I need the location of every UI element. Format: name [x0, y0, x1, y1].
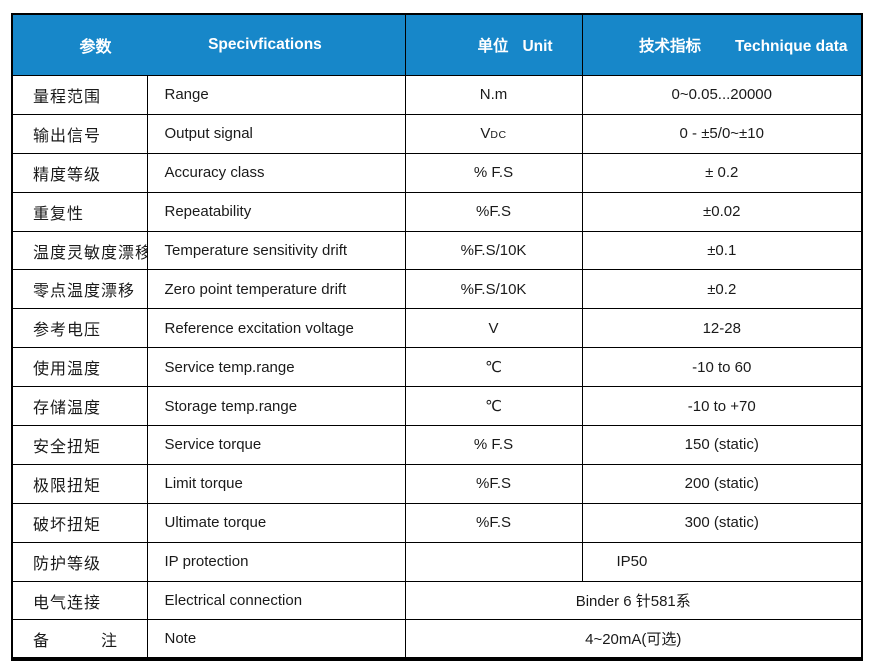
unit-cell: %F.S	[404, 502, 583, 543]
spec-cell: Reference excitation voltage	[146, 308, 406, 349]
unit-cell: %F.S/10K	[404, 269, 583, 310]
table-row: 精度等级 Accuracy class% F.S ± 0.2	[11, 152, 863, 193]
unit-cell	[404, 541, 583, 582]
param-cell: 存储温度	[11, 386, 148, 427]
param-cell: 温度灵敏度漂移	[11, 230, 148, 271]
table-header: 参数 Specivfications 单位 Unit 技术指标 Technique …	[11, 13, 863, 76]
param-cell: 电气连接	[11, 580, 148, 621]
spec-cell: Temperature sensitivity drift	[146, 230, 406, 271]
param-cell: 防护等级	[11, 541, 148, 582]
value-cell: -10 to +70	[581, 386, 863, 427]
spec-cell: Note	[146, 619, 406, 661]
value-cell: IP50	[581, 541, 863, 582]
value-cell: 12-28	[581, 308, 863, 349]
specifications-table: 参数 Specivfications 单位 Unit 技术指标 Technique …	[11, 13, 863, 661]
unit-subscript: DC	[490, 129, 507, 142]
table-row: 电气连接 Electrical connection Binder 6 针581系	[11, 580, 863, 621]
table-row: 重复性 Repeatability %F.S ±0.02	[11, 191, 863, 232]
value-cell: ±0.2	[581, 269, 863, 310]
unit-cell: N.m	[404, 75, 583, 115]
unit-cell: ℃	[404, 386, 583, 427]
table-row: 零点温度漂移 Zero point temperature drift %F.S/1…	[11, 269, 863, 310]
unit-cell: %F.S/10K	[404, 230, 583, 271]
spec-cell: Storage temp.range	[146, 386, 406, 427]
unit-cell: % F.S	[404, 152, 583, 193]
header-row: 参数 Specivfications 单位 Unit 技术指标 Technique …	[11, 13, 863, 76]
table-row: 量程范围 Range N.m 0~0.05...20000	[11, 75, 863, 115]
header-param-label: 参数	[79, 39, 112, 56]
value-cell: 200 (static)	[581, 463, 863, 504]
unit-main: V	[480, 125, 491, 143]
value-cell: ±0.02	[581, 191, 863, 232]
unit-cell: V	[404, 308, 583, 349]
spec-cell: Electrical connection	[146, 580, 406, 621]
table-row: 存储温度 Storage temp.range ℃ -10 to +70	[11, 386, 863, 427]
param-cell: 安全扭矩	[11, 425, 148, 465]
spec-cell: Repeatability	[146, 191, 406, 232]
param-cell: 零点温度漂移	[11, 269, 148, 310]
unit-cell: %F.S	[404, 191, 583, 232]
unit-cell: % F.S	[404, 425, 583, 465]
header-tech-en: Technique data	[735, 38, 848, 55]
table-body: 量程范围 Range N.m 0~0.05...20000 输出信号 Output sig…	[11, 75, 863, 661]
spec-cell: Service temp.range	[146, 347, 406, 388]
value-cell: ±0.1	[581, 230, 863, 271]
spec-cell: Ultimate torque	[146, 502, 406, 543]
table-row: 输出信号 Output signal VDC 0 - ±5/0~±10	[11, 113, 863, 154]
header-unit-en: Unit	[522, 38, 553, 55]
header-spec-label: Specivfications	[208, 36, 322, 53]
header-unit-cn: 单位	[477, 38, 509, 55]
spec-cell: Accuracy class	[146, 152, 406, 193]
param-cell: 破坏扭矩	[11, 502, 148, 543]
unit-cell: ℃	[404, 347, 583, 388]
table-row: 备 注 Note 4~20mA(可选)	[11, 619, 863, 661]
table-row: 参考电压 Reference excitation voltage V 12-28	[11, 308, 863, 349]
param-cell: 备 注	[11, 619, 148, 661]
table-row: 破坏扭矩 Ultimate torque %F.S 300 (static)	[11, 502, 863, 543]
unit-cell: %F.S	[404, 463, 583, 504]
header-specifications: Specivfications	[147, 13, 406, 76]
header-unit: 单位 Unit	[404, 13, 583, 76]
unit-cell: VDC	[404, 113, 583, 154]
value-cell: 300 (static)	[581, 502, 863, 543]
param-cell: 输出信号	[11, 113, 148, 154]
value-cell: -10 to 60	[581, 347, 863, 388]
spec-cell: Output signal	[146, 113, 406, 154]
param-cell: 参考电压	[11, 308, 148, 349]
spec-cell: Zero point temperature drift	[146, 269, 406, 310]
param-cell: 重复性	[11, 191, 148, 232]
merged-value-cell: 4~20mA(可选)	[404, 619, 863, 661]
value-cell: ± 0.2	[581, 152, 863, 193]
spec-cell: Limit torque	[146, 463, 406, 504]
value-cell: 0~0.05...20000	[581, 75, 863, 115]
table-row: 防护等级 IP protection IP50	[11, 541, 863, 582]
value-cell: 0 - ±5/0~±10	[581, 113, 863, 154]
table-row: 极限扭矩 Limit torque %F.S 200 (static)	[11, 463, 863, 504]
spec-cell: IP protection	[146, 541, 406, 582]
value-cell: 150 (static)	[581, 425, 863, 465]
header-tech-cn: 技术指标	[639, 38, 702, 55]
spec-cell: Range	[146, 75, 406, 115]
param-cell: 使用温度	[11, 347, 148, 388]
param-cell: 极限扭矩	[11, 463, 148, 504]
table-row: 安全扭矩 Service torque% F.S 150 (static)	[11, 425, 863, 465]
param-cell: 量程范围	[11, 75, 148, 115]
header-technique: 技术指标 Technique data	[581, 13, 863, 76]
merged-value-cell: Binder 6 针581系	[404, 580, 863, 621]
spec-cell: Service torque	[146, 425, 406, 465]
table-row: 温度灵敏度漂移 Temperature sensitivity drift %F.S…	[11, 230, 863, 271]
table-row: 使用温度 Service temp.range ℃ -10 to 60	[11, 347, 863, 388]
header-param: 参数	[11, 13, 147, 76]
param-cell: 精度等级	[11, 152, 148, 193]
